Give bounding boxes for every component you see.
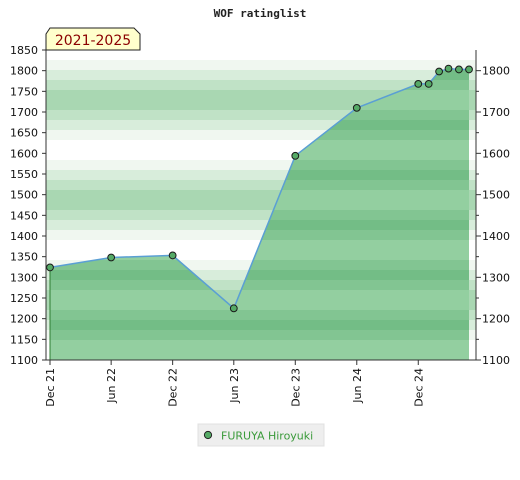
area-band (50, 310, 469, 320)
right-tick-label: 1400 (482, 230, 510, 243)
period-label: 2021-2025 (55, 33, 131, 49)
area-band (50, 250, 469, 260)
left-tick-label: 1350 (10, 251, 38, 264)
left-tick-label: 1300 (10, 271, 38, 284)
bg-band (46, 120, 476, 130)
bg-band (46, 140, 476, 150)
area-band (50, 260, 469, 270)
left-tick-label: 1600 (10, 147, 38, 160)
data-point (291, 151, 300, 160)
right-tick-label: 1300 (482, 271, 510, 284)
bg-band (46, 160, 476, 170)
left-tick-label: 1150 (10, 333, 38, 346)
right-tick-label: 1600 (482, 147, 510, 160)
data-point (352, 103, 361, 112)
x-tick-label: Dec 21 (44, 368, 57, 407)
bg-band (46, 60, 476, 70)
right-tick-label: 1800 (482, 65, 510, 78)
data-point (435, 67, 443, 76)
bg-band (46, 110, 476, 120)
left-tick-label: 1200 (10, 313, 38, 326)
area-band (50, 340, 469, 350)
data-point (46, 263, 54, 272)
left-tick-label: 1400 (10, 230, 38, 243)
left-tick-label: 1500 (10, 189, 38, 202)
left-tick-label: 1700 (10, 106, 38, 119)
x-tick-label: Jun 22 (105, 368, 118, 404)
area-band (50, 350, 469, 360)
left-tick-label: 1800 (10, 65, 38, 78)
data-point (229, 304, 238, 313)
chart-title: WOF ratinglist (214, 7, 307, 20)
bg-band (46, 190, 476, 200)
area-band (50, 280, 469, 290)
right-tick-labels: 1100 1200 1300 1400 1500 1600 1700 1800 (476, 65, 510, 367)
x-tick-label: Dec 24 (412, 368, 425, 407)
data-point (107, 253, 116, 262)
bg-band (46, 230, 476, 240)
right-tick-label: 1700 (482, 106, 510, 119)
area-band (50, 320, 469, 330)
right-tick-label: 1500 (482, 189, 510, 202)
legend-box (197, 423, 325, 447)
bg-band (46, 200, 476, 210)
bg-band (46, 90, 476, 100)
bg-band (46, 170, 476, 180)
left-tick-label: 1850 (10, 44, 38, 57)
right-tick-label: 1100 (482, 354, 510, 367)
x-tick-label: Dec 22 (167, 368, 180, 407)
right-tick-label: 1200 (482, 313, 510, 326)
x-tick-labels: Dec 21 Jun 22 Dec 22 Jun 23 Dec 23 Jun 24 Dec … (44, 360, 425, 407)
area-band (50, 290, 469, 300)
bg-band (46, 150, 476, 160)
bg-band (46, 220, 476, 230)
period-badge: 2021-2025 (45, 27, 141, 51)
left-tick-label: 1750 (10, 85, 38, 98)
bg-band (46, 180, 476, 190)
left-tick-label: 1100 (10, 354, 38, 367)
x-tick-label: Jun 24 (351, 368, 364, 404)
legend: FURUYA Hiroyuki (197, 423, 325, 447)
area-band (50, 300, 469, 310)
bg-band (46, 70, 476, 80)
bg-band (46, 50, 476, 60)
data-point (168, 251, 177, 260)
left-tick-label: 1250 (10, 292, 38, 305)
data-point (455, 65, 463, 74)
x-tick-label: Dec 23 (289, 368, 302, 407)
bg-band (46, 100, 476, 110)
bg-band (46, 210, 476, 220)
area-band (50, 330, 469, 340)
area-band (50, 270, 469, 280)
data-point (444, 64, 453, 73)
data-point (414, 79, 423, 88)
left-tick-labels: 1100 1150 1200 1250 1300 1350 1400 1450 1500 1550… (10, 44, 46, 367)
data-point (424, 79, 433, 88)
bg-band (46, 130, 476, 140)
legend-label: FURUYA Hiroyuki (221, 430, 313, 443)
legend-marker (203, 430, 213, 440)
x-tick-label: Jun 23 (228, 368, 241, 404)
left-tick-label: 1650 (10, 127, 38, 140)
left-tick-label: 1550 (10, 168, 38, 181)
data-point (465, 65, 473, 74)
left-tick-label: 1450 (10, 209, 38, 222)
bg-band (46, 80, 476, 90)
